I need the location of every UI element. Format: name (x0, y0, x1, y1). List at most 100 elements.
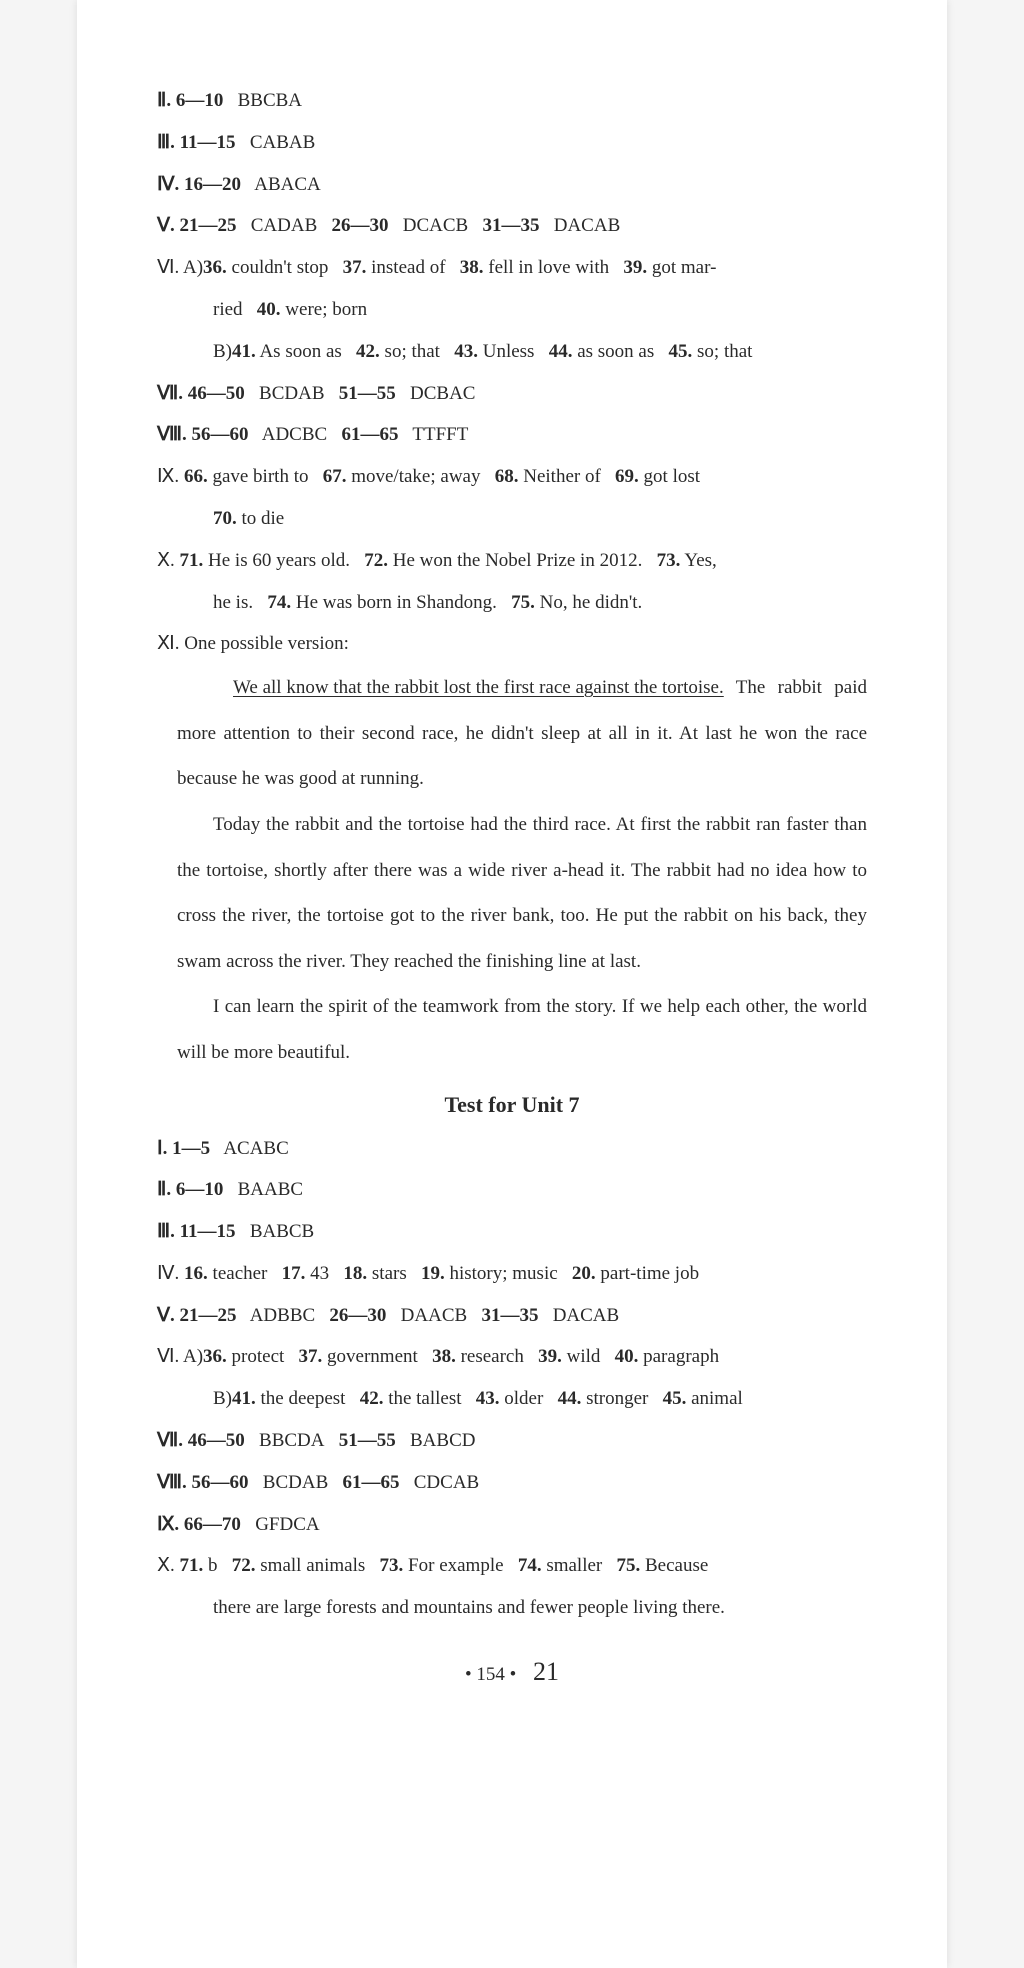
item-num: 42. (356, 341, 380, 362)
answer-line: Ⅴ. 21—25 ADBBC 26—30 DAACB 31—35 DACAB (157, 1295, 867, 1337)
item-ans: research (461, 1346, 524, 1367)
item-num: 26—30 (329, 1305, 386, 1326)
item-ans: fell in love with (488, 257, 609, 278)
item-num: 73. (657, 550, 681, 571)
answer-line: Ⅳ. 16. teacher 17. 43 18. stars 19. hist… (157, 1253, 867, 1295)
item-num: 45. (663, 1388, 687, 1409)
answer-line: Ⅴ. 21—25 CADAB 26—30 DCACB 31—35 DACAB (157, 205, 867, 247)
answer-line: Ⅹ. 71. He is 60 years old. 72. He won th… (157, 540, 867, 582)
item-ans: instead of (371, 257, 445, 278)
answer-line: Ⅵ. A)36. couldn't stop 37. instead of 38… (157, 247, 867, 289)
essay-text: Today the rabbit and the tortoise had th… (177, 814, 867, 972)
answer-line-cont: ried 40. were; born (157, 289, 867, 331)
item-num: 43. (476, 1388, 500, 1409)
item-ans: GFDCA (255, 1514, 319, 1535)
item-num: 26—30 (332, 215, 389, 236)
item-num: Ⅸ. 66—70 (157, 1514, 241, 1535)
item-num: 73. (380, 1555, 404, 1576)
item-num: Ⅰ. 1—5 (157, 1138, 210, 1159)
item-num: 72. (232, 1555, 256, 1576)
item-num: Ⅴ. 21—25 (157, 1305, 237, 1326)
item-ans: 43 (310, 1263, 329, 1284)
item-ans: he is. (213, 592, 253, 613)
answer-line: Ⅲ. 11—15 CABAB (157, 122, 867, 164)
item-num: 61—65 (341, 424, 398, 445)
item-ans: got mar- (652, 257, 717, 278)
item-ans: so; that (697, 341, 752, 362)
page-number-row: • 154 • 21 (157, 1657, 867, 1687)
answer-line: Ⅱ. 6—10 BBCBA (157, 80, 867, 122)
section-prefix: Ⅵ. A) (157, 257, 203, 278)
item-num: Ⅶ. 46—50 (157, 1430, 245, 1451)
item-ans: b (208, 1555, 218, 1576)
item-ans: paragraph (643, 1346, 719, 1367)
item-num: 68. (495, 466, 519, 487)
item-ans: animal (691, 1388, 743, 1409)
item-num: 74. (518, 1555, 542, 1576)
item-ans: He won the Nobel Prize in 2012. (393, 550, 643, 571)
item-ans: got lost (644, 466, 700, 487)
item-num: Ⅴ. 21—25 (157, 215, 237, 236)
answer-line-cont: there are large forests and mountains an… (157, 1587, 867, 1629)
item-num: 42. (360, 1388, 384, 1409)
item-ans: as soon as (577, 341, 654, 362)
item-ans: ADCBC (262, 424, 327, 445)
section-prefix: Ⅹ. (157, 550, 175, 571)
item-num: 70. (213, 508, 237, 529)
item-ans: He was born in Shandong. (296, 592, 497, 613)
item-ans: DACAB (554, 215, 621, 236)
essay-paragraph: Today the rabbit and the tortoise had th… (157, 802, 867, 984)
item-num: 72. (364, 550, 388, 571)
item-num: 39. (623, 257, 647, 278)
item-num: 67. (323, 466, 347, 487)
unit-title: Test for Unit 7 (157, 1092, 867, 1118)
item-num: 61—65 (343, 1472, 400, 1493)
section-prefix: Ⅳ. (157, 1263, 179, 1284)
item-ans: the deepest (261, 1388, 346, 1409)
item-ans: ABACA (254, 174, 321, 195)
item-ans: For example (408, 1555, 504, 1576)
section-prefix: B) (213, 341, 232, 362)
item-num: Ⅲ. 11—15 (157, 132, 236, 153)
item-ans: the tallest (388, 1388, 461, 1409)
item-ans: CDCAB (414, 1472, 479, 1493)
item-ans: so; that (385, 341, 440, 362)
item-ans: BABCB (250, 1221, 314, 1242)
item-num: 19. (421, 1263, 445, 1284)
essay-text: I can learn the spirit of the teamwork f… (177, 996, 867, 1063)
item-ans: move/take; away (351, 466, 480, 487)
item-ans: DCACB (403, 215, 468, 236)
item-ans: part-time job (600, 1263, 699, 1284)
item-ans: stars (372, 1263, 407, 1284)
item-ans: Unless (483, 341, 535, 362)
item-ans: to die (242, 508, 285, 529)
item-num: 75. (511, 592, 535, 613)
item-ans: small animals (260, 1555, 365, 1576)
item-ans: Yes, (684, 550, 716, 571)
item-ans: BAABC (238, 1179, 303, 1200)
item-ans: No, he didn't. (540, 592, 643, 613)
item-num: 51—55 (339, 383, 396, 404)
item-num: 41. (232, 1388, 256, 1409)
item-num: 41. (232, 341, 256, 362)
item-num: Ⅶ. 46—50 (157, 383, 245, 404)
essay-intro: Ⅺ. One possible version: (157, 623, 867, 665)
essay-label: Ⅺ. One possible version: (157, 633, 349, 654)
item-ans: CADAB (251, 215, 318, 236)
essay-underlined: We all know that the rabbit lost the fir… (177, 665, 724, 711)
item-ans: stronger (586, 1388, 648, 1409)
section-prefix: Ⅵ. A) (157, 1346, 203, 1367)
answer-line: Ⅳ. 16—20 ABACA (157, 164, 867, 206)
item-num: 71. (180, 1555, 204, 1576)
item-num: Ⅳ. 16—20 (157, 174, 241, 195)
item-num: Ⅱ. 6—10 (157, 1179, 223, 1200)
item-num: 43. (454, 341, 478, 362)
item-ans: He is 60 years old. (208, 550, 350, 571)
item-ans: CABAB (250, 132, 315, 153)
item-num: 31—35 (481, 1305, 538, 1326)
answer-line: Ⅸ. 66. gave birth to 67. move/take; away… (157, 456, 867, 498)
item-num: 51—55 (339, 1430, 396, 1451)
item-ans: DCBAC (410, 383, 475, 404)
item-num: 38. (460, 257, 484, 278)
answer-line: B)41. As soon as 42. so; that 43. Unless… (157, 331, 867, 373)
